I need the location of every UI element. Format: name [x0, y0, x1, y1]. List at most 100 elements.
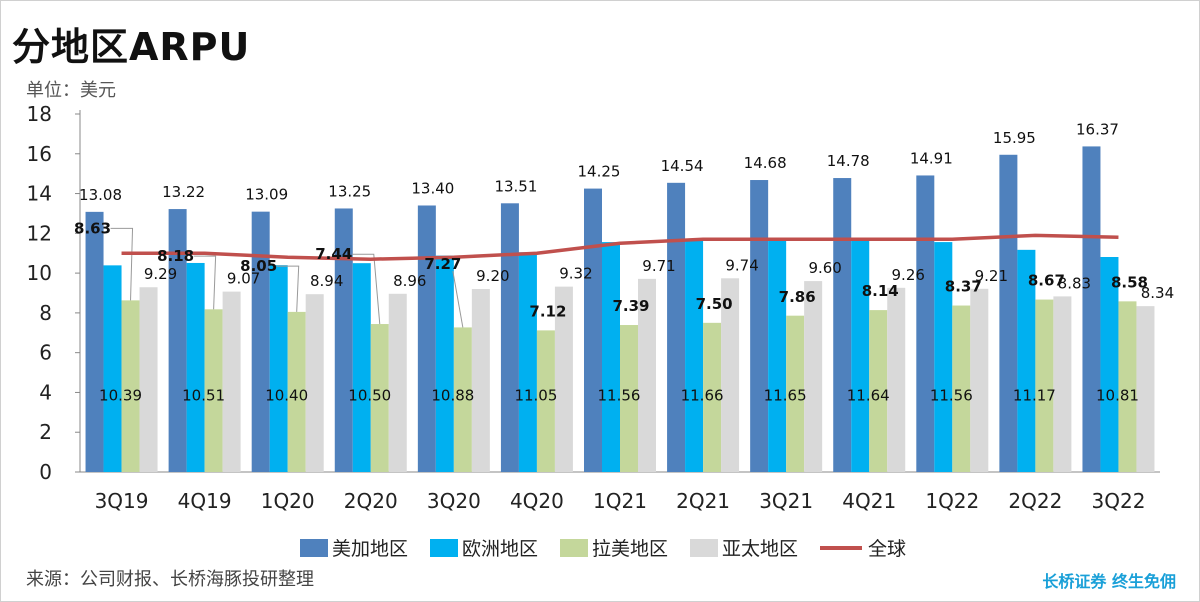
- bar-3: [222, 291, 241, 472]
- x-tick-label: 4Q19: [178, 489, 232, 513]
- label-eu: 11.17: [1013, 386, 1056, 404]
- leader-line: [351, 253, 381, 325]
- label-ap: 9.20: [476, 267, 509, 285]
- label-la: 8.14: [862, 282, 899, 300]
- x-tick-label: 1Q21: [593, 489, 647, 513]
- leader-line: [276, 265, 300, 312]
- label-eu: 11.65: [764, 386, 807, 404]
- bar-3: [305, 294, 324, 472]
- bar-1: [685, 240, 704, 472]
- label-eu: 10.51: [182, 386, 225, 404]
- bar-1: [1100, 257, 1119, 472]
- legend-label: 拉美地区: [592, 538, 668, 560]
- bar-3: [554, 286, 573, 472]
- label-ap: 9.07: [227, 270, 260, 288]
- label-eu: 10.88: [431, 386, 474, 404]
- y-tick-label: 2: [39, 420, 52, 444]
- label-na: 14.54: [661, 157, 704, 175]
- x-tick-label: 4Q21: [842, 489, 896, 513]
- legend-label: 全球: [868, 538, 906, 560]
- legend-label: 欧洲地区: [462, 538, 538, 560]
- leader-line: [193, 255, 217, 310]
- y-tick-label: 6: [39, 341, 52, 365]
- legend-label: 美加地区: [332, 538, 408, 560]
- label-la: 7.39: [612, 297, 649, 315]
- label-la: 8.58: [1111, 273, 1148, 291]
- label-eu: 11.56: [598, 386, 641, 404]
- unit-label: 单位：美元: [26, 80, 116, 101]
- x-tick-label: 2Q21: [676, 489, 730, 513]
- label-na: 14.78: [827, 152, 870, 170]
- label-la: 7.50: [696, 295, 733, 313]
- label-na: 14.68: [744, 154, 787, 172]
- bar-3: [804, 281, 823, 472]
- bar-2: [703, 322, 722, 472]
- x-tick-label: 1Q20: [261, 489, 315, 513]
- x-tick-label: 2Q20: [344, 489, 398, 513]
- bar-3: [887, 287, 906, 472]
- bar-1: [269, 265, 288, 472]
- x-tick-label: 1Q22: [925, 489, 979, 513]
- label-la: 8.63: [74, 219, 111, 237]
- bar-1: [518, 252, 537, 472]
- bar-1: [602, 242, 620, 472]
- label-eu: 10.39: [99, 386, 142, 404]
- bar-0: [833, 178, 852, 472]
- bar-2: [287, 311, 306, 472]
- y-tick-label: 4: [39, 380, 52, 404]
- label-ap: 8.34: [1141, 284, 1174, 302]
- label-na: 13.51: [494, 177, 537, 195]
- bar-2: [1118, 301, 1137, 472]
- bar-3: [388, 293, 407, 472]
- bar-0: [667, 182, 686, 472]
- bar-0: [999, 154, 1018, 472]
- data-labels: 13.08 10.39 9.29 8.63 13.22 10.51 9.07 8.18 13.0…: [74, 120, 1174, 404]
- x-tick-label: 3Q22: [1092, 489, 1146, 513]
- bar-1: [851, 240, 870, 472]
- label-la: 8.18: [157, 247, 194, 265]
- source-label: 来源：公司财报、长桥海豚投研整理: [26, 569, 314, 590]
- legend: 美加地区 欧洲地区 拉美地区 亚太地区 全球: [300, 538, 906, 560]
- bar-0: [916, 175, 935, 472]
- label-la: 7.44: [315, 245, 352, 263]
- label-ap: 9.60: [808, 259, 841, 277]
- bar-2: [204, 309, 223, 472]
- x-tick-label: 3Q20: [427, 489, 481, 513]
- y-tick-label: 18: [27, 102, 52, 126]
- leader-line: [452, 271, 464, 328]
- x-tick-label: 3Q19: [95, 489, 149, 513]
- bar-0: [1082, 146, 1101, 472]
- label-na: 16.37: [1076, 120, 1119, 138]
- bar-1: [186, 262, 205, 472]
- y-tick-label: 16: [27, 142, 52, 166]
- y-tick-label: 0: [39, 460, 52, 484]
- label-na: 14.25: [578, 163, 621, 181]
- label-ap: 8.96: [393, 272, 426, 290]
- label-ap: 9.26: [892, 266, 925, 284]
- bar-3: [1136, 306, 1155, 472]
- bar-3: [1053, 296, 1072, 472]
- bar-0: [417, 205, 436, 472]
- bar-1: [352, 263, 371, 472]
- bar-3: [638, 278, 656, 472]
- label-eu: 10.81: [1096, 386, 1139, 404]
- label-na: 13.25: [328, 182, 371, 200]
- y-tick-label: 10: [27, 261, 52, 285]
- bar-0: [500, 203, 519, 472]
- label-eu: 11.66: [681, 386, 724, 404]
- bar-0: [584, 188, 602, 473]
- bar-2: [121, 300, 140, 472]
- line-series-global: [121, 233, 1119, 261]
- bar-2: [620, 325, 638, 472]
- label-la: 7.12: [529, 302, 566, 320]
- label-na: 15.95: [993, 129, 1036, 147]
- bar-3: [139, 287, 158, 472]
- label-na: 13.40: [411, 179, 454, 197]
- label-eu: 11.64: [847, 386, 890, 404]
- label-ap: 9.32: [559, 265, 592, 283]
- bar-2: [952, 305, 971, 472]
- bar-2: [536, 330, 555, 472]
- x-tick-label: 3Q21: [759, 489, 813, 513]
- label-ap: 9.29: [144, 265, 177, 283]
